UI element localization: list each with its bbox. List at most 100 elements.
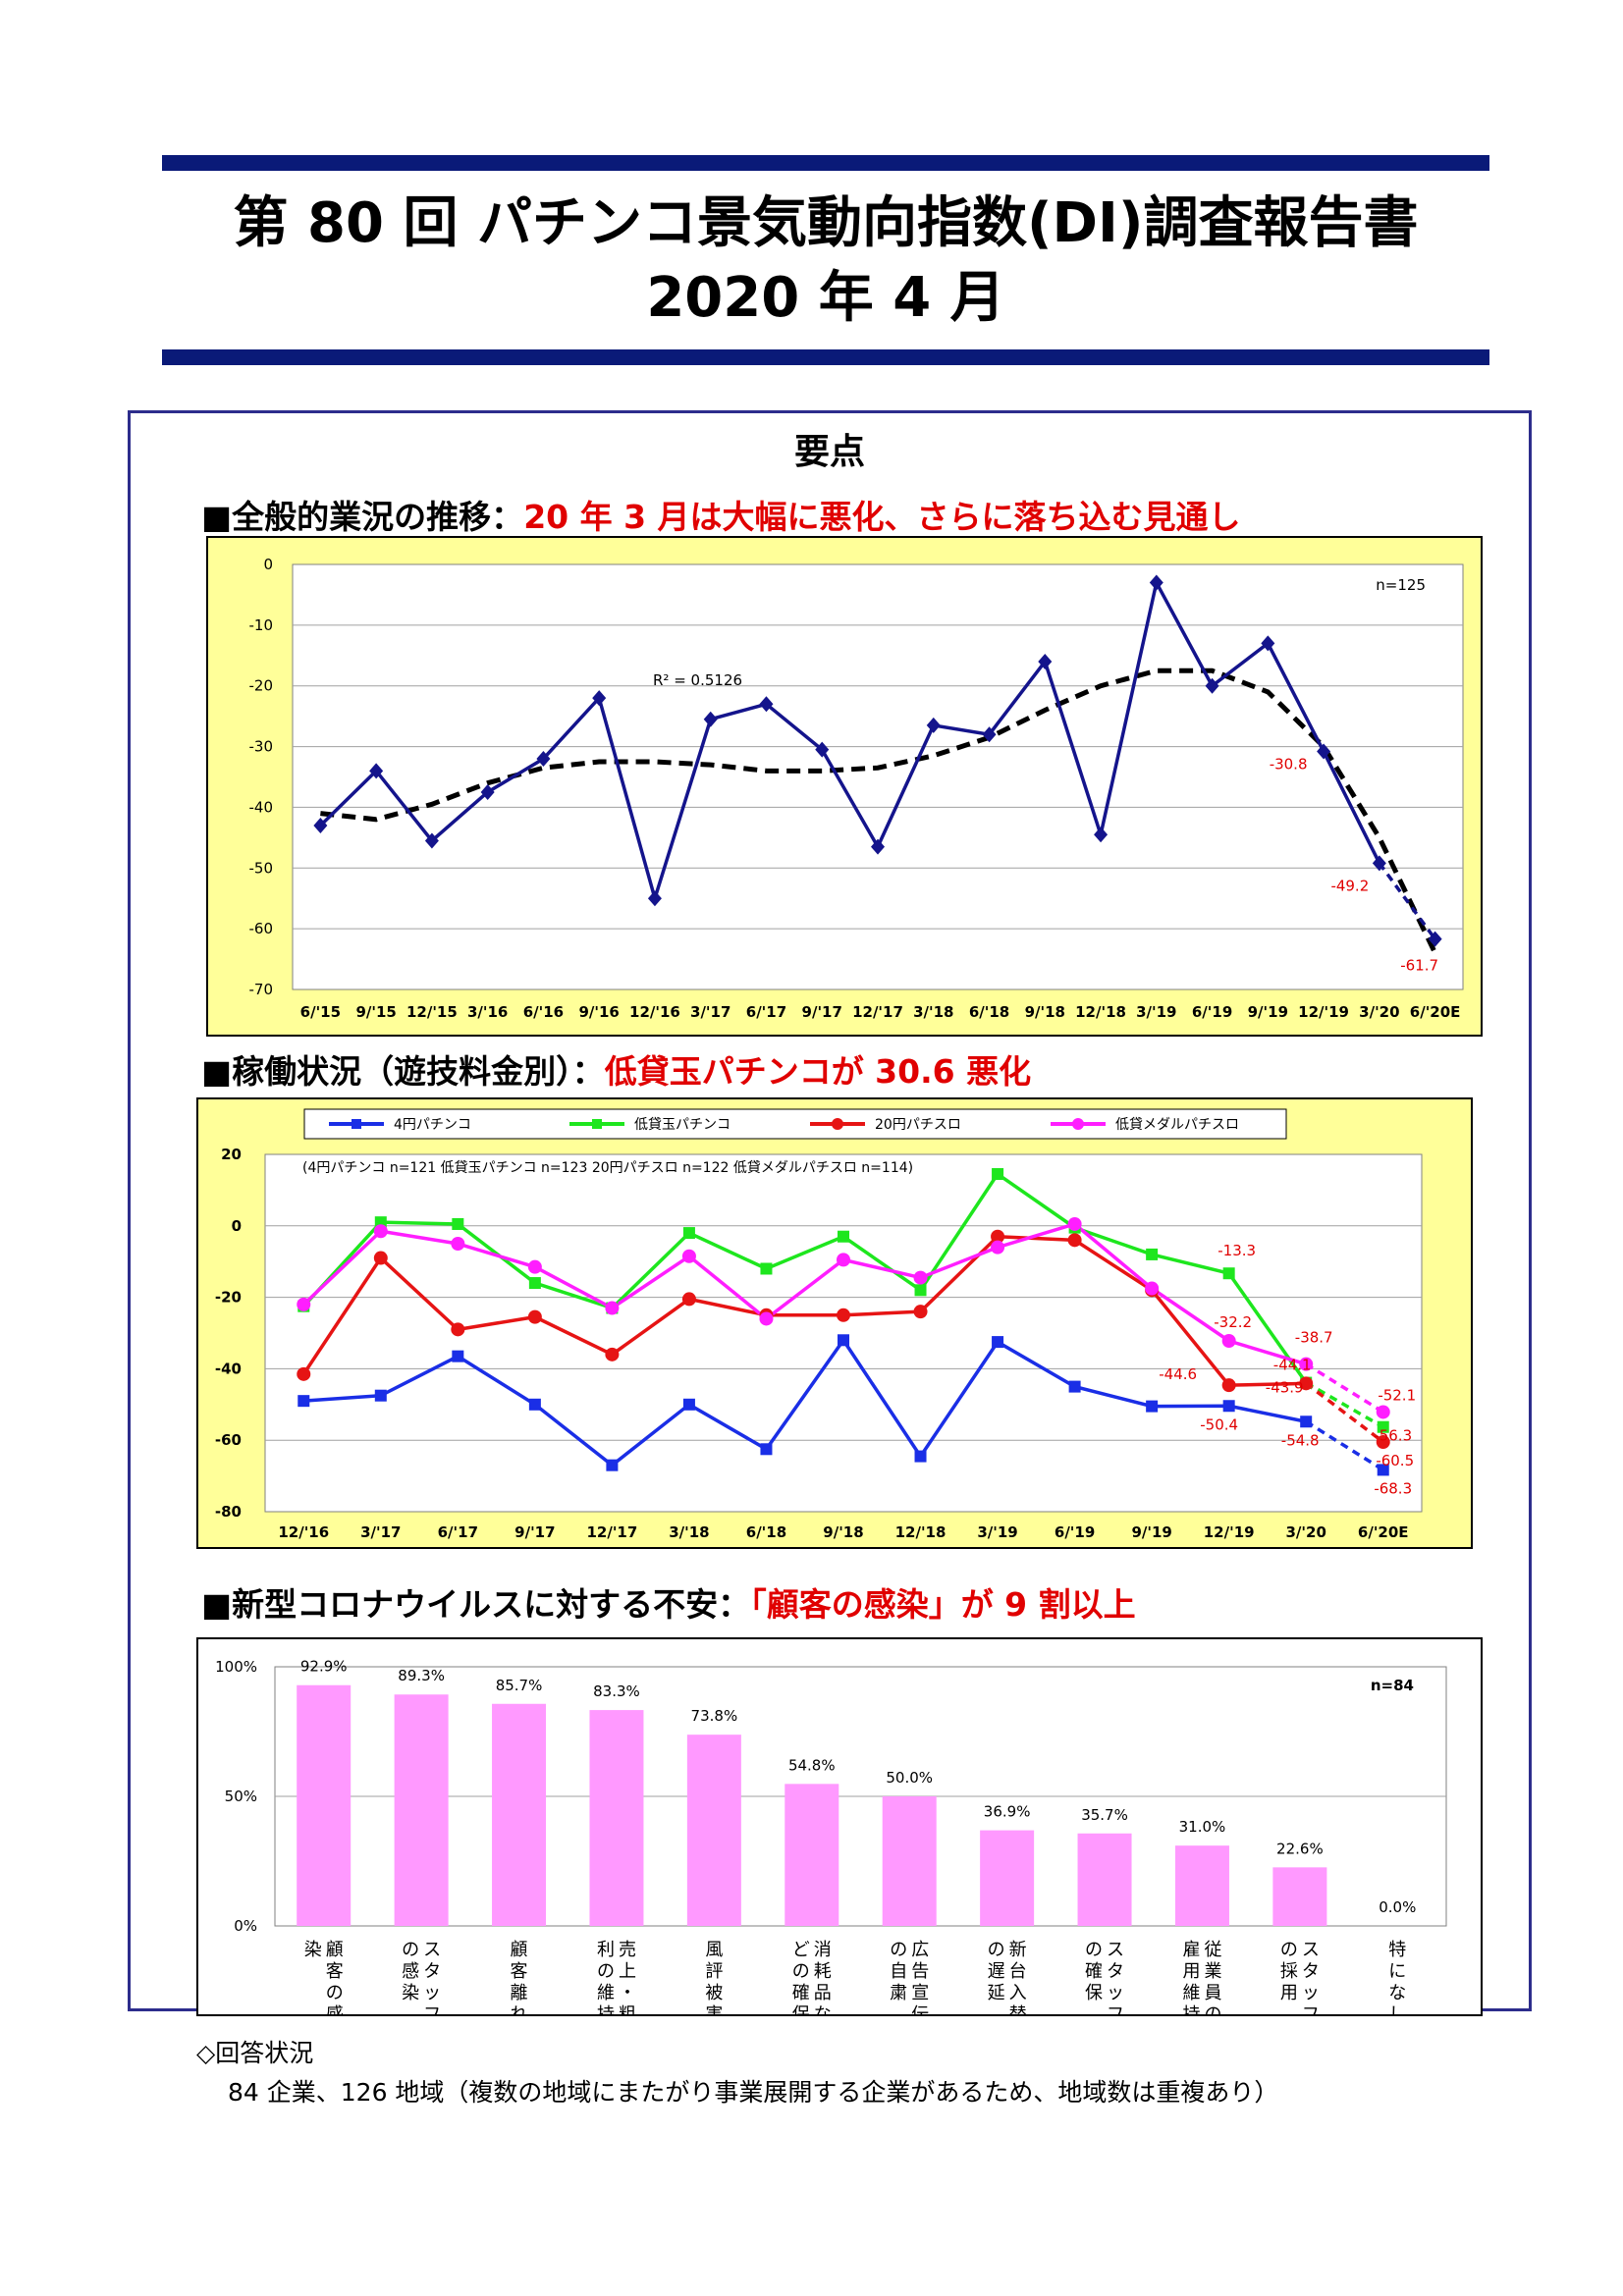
y-tick-label: 20 xyxy=(221,1146,242,1163)
x-tick-char: 消 xyxy=(814,1940,832,1960)
y-tick-label: -60 xyxy=(215,1431,242,1449)
data-point xyxy=(682,1227,695,1240)
data-point xyxy=(373,1251,388,1265)
x-tick-char: 用 xyxy=(1280,1983,1298,2003)
summary-heading: 要点 xyxy=(793,432,865,472)
x-tick-char: タ xyxy=(423,1961,441,1982)
r-squared-label: R² = 0.5126 xyxy=(653,671,742,689)
x-tick-char: 業 xyxy=(1204,1961,1221,1982)
data-point xyxy=(1221,1334,1236,1349)
bar xyxy=(394,1694,449,1926)
data-point xyxy=(1299,1376,1314,1391)
y-tick-label: -20 xyxy=(249,677,274,695)
legend-label: 20円パチスロ xyxy=(875,1117,961,1133)
x-tick-label: 3/'20 xyxy=(1359,1003,1399,1021)
section-prefix: ■全般的業況の推移： xyxy=(201,498,524,536)
data-point xyxy=(992,1336,1004,1349)
data-point xyxy=(1067,1216,1082,1231)
bar xyxy=(297,1684,352,1926)
x-tick-char: 持 xyxy=(1182,2004,1200,2016)
x-tick-char: 入 xyxy=(1009,1983,1027,2003)
x-tick-label: 12/'17 xyxy=(586,1523,637,1541)
data-point xyxy=(606,1459,619,1471)
x-tick-char: 持 xyxy=(597,2004,615,2016)
x-tick-char: ッ xyxy=(1302,1983,1320,2003)
section-highlight: 「顧客の感染」が 9 割以上 xyxy=(750,1585,1136,1624)
x-tick-char: 感 xyxy=(402,1961,419,1982)
x-tick-label: 6/'20E xyxy=(1358,1523,1409,1541)
data-point xyxy=(374,1389,387,1402)
data-point xyxy=(991,1240,1005,1255)
x-tick-char: ス xyxy=(423,1940,441,1960)
x-tick-char: な xyxy=(1388,1983,1406,2003)
data-point xyxy=(1372,855,1386,872)
data-point xyxy=(1038,653,1053,669)
report-date: 2020 年 4 月 xyxy=(646,266,1005,330)
x-tick-label: 6/'20E xyxy=(1410,1003,1461,1021)
x-tick-char: タ xyxy=(1302,1961,1320,1982)
x-tick-label: 3/'17 xyxy=(360,1523,401,1541)
legend-label: 低貸メダルパチスロ xyxy=(1115,1117,1239,1133)
x-tick-char: 染 xyxy=(402,1983,419,2003)
x-tick-label: 3/'17 xyxy=(690,1003,730,1021)
data-point xyxy=(451,1322,465,1337)
x-tick-label: 12/'15 xyxy=(406,1003,458,1021)
section-heading-covid: ■新型コロナウイルスに対する不安：「顧客の感染」が 9 割以上 xyxy=(201,1578,1136,1626)
data-point xyxy=(451,1237,465,1251)
data-point xyxy=(1145,1281,1160,1296)
x-tick-char: フ xyxy=(1302,2004,1320,2016)
data-point xyxy=(452,1350,464,1362)
data-point xyxy=(1317,743,1331,760)
x-tick-char: 品 xyxy=(814,1983,832,2003)
data-point xyxy=(682,1398,695,1411)
data-point xyxy=(1377,1420,1389,1433)
data-label: -43.9 xyxy=(1266,1379,1304,1397)
data-point xyxy=(838,1334,849,1347)
x-tick-char: 客 xyxy=(511,1961,528,1982)
bar xyxy=(980,1830,1035,1926)
data-point xyxy=(703,711,718,727)
data-point xyxy=(913,1305,928,1319)
data-point xyxy=(837,1253,850,1267)
bar xyxy=(1077,1833,1132,1926)
x-tick-label: 12/'16 xyxy=(629,1003,680,1021)
x-tick-char: 保 xyxy=(1085,1983,1103,2003)
x-tick-char: 粗 xyxy=(619,2004,636,2016)
section-highlight: 低貸玉パチンコが 30.6 悪化 xyxy=(604,1052,1032,1091)
data-point xyxy=(1376,1435,1390,1450)
y-tick-label: -10 xyxy=(249,616,274,634)
x-tick-label: 9/'17 xyxy=(514,1523,555,1541)
data-point xyxy=(373,1224,388,1239)
x-tick-char: の xyxy=(326,1983,344,2003)
bar xyxy=(1174,1845,1229,1926)
bar xyxy=(1272,1867,1327,1926)
top-rule xyxy=(162,155,1489,171)
data-point xyxy=(759,696,774,713)
response-text: 84 企業、126 地域（複数の地域にまたがり事業展開する企業があるため、地域数… xyxy=(228,2078,1279,2107)
data-label: 36.9% xyxy=(984,1803,1031,1821)
x-tick-label: 6/'18 xyxy=(746,1523,786,1541)
y-tick-label: -20 xyxy=(215,1289,242,1307)
data-point xyxy=(1377,1464,1389,1476)
x-tick-label: 6/'17 xyxy=(438,1523,478,1541)
plot-area xyxy=(292,563,1464,990)
data-point xyxy=(528,1398,541,1411)
x-tick-char: ス xyxy=(1107,1940,1124,1960)
data-point xyxy=(297,1297,311,1311)
y-tick-label: -40 xyxy=(249,798,274,816)
x-tick-char: の xyxy=(1085,1940,1103,1960)
bar xyxy=(784,1784,839,1926)
x-tick-label: 9/'18 xyxy=(823,1523,863,1541)
data-point xyxy=(605,1347,620,1362)
x-tick-char: フ xyxy=(1107,2004,1124,2016)
series-forecast-line xyxy=(1305,1362,1384,1414)
y-tick-label: -80 xyxy=(215,1503,242,1521)
x-tick-char: 染 xyxy=(304,1940,322,1960)
data-point xyxy=(913,1270,928,1285)
data-point xyxy=(1146,1400,1159,1413)
data-point xyxy=(1149,574,1163,591)
x-tick-char: 員 xyxy=(1204,1983,1221,2003)
legend-label: 4円パチンコ xyxy=(394,1117,471,1133)
data-point xyxy=(1376,1405,1390,1419)
data-label: -50.4 xyxy=(1200,1415,1238,1433)
